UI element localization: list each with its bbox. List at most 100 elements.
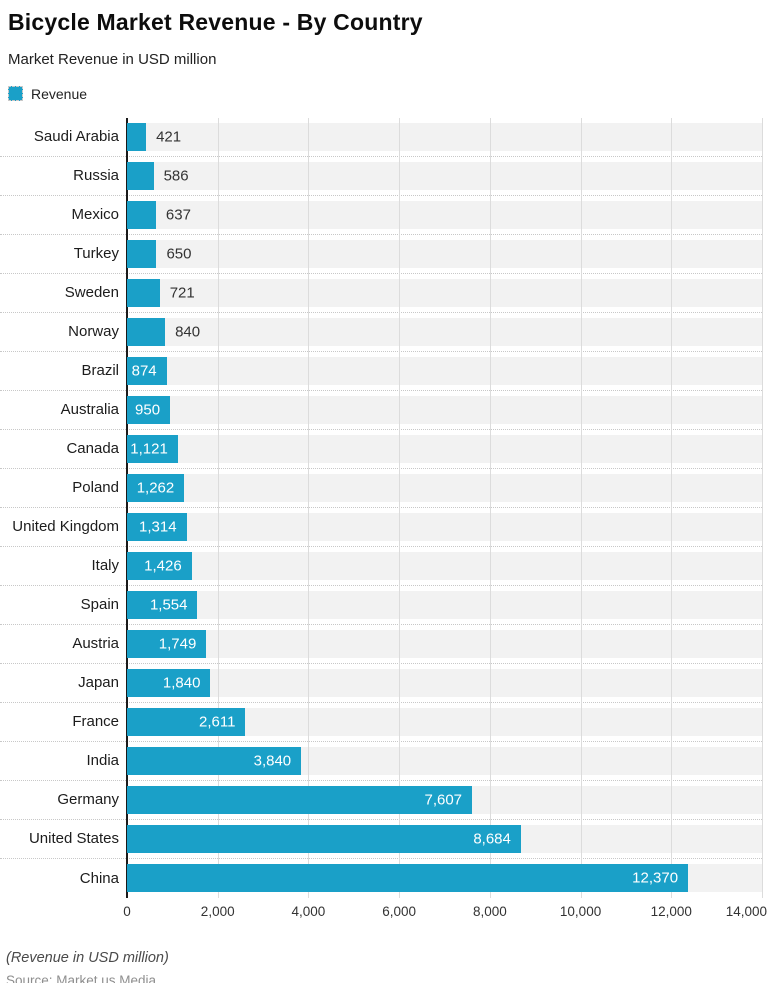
x-axis: 0 2,000 4,000 6,000 8,000 10,000 12,000 14,000 [123, 898, 767, 924]
bar-track: 2,611 [127, 707, 762, 736]
bar-value-label: 1,840 [162, 674, 201, 692]
bar-value-label: 1,121 [130, 440, 168, 458]
bar-value-label: 586 [163, 167, 189, 185]
chart-row: Italy 1,426 [0, 547, 762, 586]
bar-value-label: 950 [135, 401, 161, 419]
x-tick-label: 0 [123, 903, 131, 919]
chart-footer: (Revenue in USD million) Source: Market.… [0, 950, 768, 983]
revenue-bar [127, 668, 211, 697]
category-label: Poland [72, 479, 119, 497]
bar-track: 874 [127, 356, 762, 385]
bar-track: 1,554 [127, 590, 762, 619]
bar-track: 1,426 [127, 551, 762, 580]
revenue-bar [127, 707, 246, 736]
gridline [762, 117, 763, 898]
chart-rows: Saudi Arabia 421 Russia 586 Mexico 637 T… [0, 117, 768, 898]
revenue-bar [127, 356, 167, 385]
bar-track: 8,684 [127, 824, 762, 853]
revenue-bar [127, 161, 154, 190]
x-tick-label: 8,000 [472, 903, 507, 919]
chart-row: India 3,840 [0, 742, 762, 781]
x-tick-label: 2,000 [200, 903, 235, 919]
chart-row: Brazil 874 [0, 352, 762, 391]
category-label: Australia [60, 401, 119, 419]
revenue-bar [127, 785, 473, 814]
chart-row: Mexico 637 [0, 196, 762, 235]
revenue-bar [127, 278, 160, 307]
chart-row: Saudi Arabia 421 [0, 118, 762, 157]
bar-value-label: 3,840 [253, 752, 292, 770]
revenue-bar [127, 512, 187, 541]
chart-row: Sweden 721 [0, 274, 762, 313]
category-label: Italy [91, 557, 119, 575]
category-label: India [86, 752, 119, 770]
chart-row: Germany 7,607 [0, 781, 762, 820]
footer-note: (Revenue in USD million) [6, 949, 169, 966]
chart-row: China 12,370 [0, 859, 762, 898]
revenue-bar [127, 551, 192, 580]
bar-track: 1,262 [127, 473, 762, 502]
bar-track: 7,607 [127, 785, 762, 814]
category-label: Canada [66, 440, 119, 458]
chart-row: Austria 1,749 [0, 625, 762, 664]
bar-value-label: 650 [166, 245, 192, 263]
bar-value-label: 874 [131, 362, 157, 380]
bar-track: 950 [127, 395, 762, 424]
source-text: Source: Market.us Media [6, 972, 157, 983]
bar-track: 3,840 [127, 746, 762, 775]
category-label: Saudi Arabia [33, 128, 119, 146]
bar-value-label: 2,611 [198, 713, 236, 731]
chart-row: Canada 1,121 [0, 430, 762, 469]
x-tick-label: 10,000 [559, 903, 602, 919]
revenue-bar [127, 473, 185, 502]
category-label: United States [28, 830, 119, 848]
x-tick-label: 12,000 [650, 903, 692, 919]
bar-track: 421 [127, 122, 762, 151]
chart-row: Norway 840 [0, 313, 762, 352]
x-tick-label: 6,000 [382, 903, 417, 919]
chart-row: France 2,611 [0, 703, 762, 742]
bar-track: 1,314 [127, 512, 762, 541]
category-label: Russia [73, 167, 119, 185]
bar-track: 637 [127, 200, 762, 229]
bar-track: 650 [127, 239, 762, 268]
revenue-bar [127, 200, 156, 229]
chart-row: Turkey 650 [0, 235, 762, 274]
bar-track: 1,121 [127, 434, 762, 463]
legend: Revenue [8, 86, 758, 102]
chart-row: Russia 586 [0, 157, 762, 196]
chart-row: Australia 950 [0, 391, 762, 430]
revenue-bar [127, 824, 521, 853]
chart-row: United Kingdom 1,314 [0, 508, 762, 547]
bar-track: 586 [127, 161, 762, 190]
category-label: Mexico [71, 206, 119, 224]
category-label: Turkey [73, 245, 119, 263]
revenue-bar [127, 746, 302, 775]
revenue-bar [127, 434, 178, 463]
bar-chart: Saudi Arabia 421 Russia 586 Mexico 637 T… [0, 117, 768, 924]
bar-value-label: 840 [175, 323, 201, 341]
category-label: Norway [68, 323, 119, 341]
bar-value-label: 1,262 [136, 479, 175, 497]
bar-track: 1,840 [127, 668, 762, 697]
category-label: Japan [78, 674, 119, 692]
legend-swatch-icon [8, 86, 23, 102]
chart-row: Japan 1,840 [0, 664, 762, 703]
chart-row: United States 8,684 [0, 820, 762, 859]
category-label: Sweden [64, 284, 119, 302]
bar-value-label: 12,370 [632, 869, 679, 887]
bar-value-label: 7,607 [424, 791, 463, 809]
category-label: France [72, 713, 119, 731]
bar-value-label: 8,684 [473, 830, 511, 848]
bar-value-label: 1,554 [149, 596, 188, 614]
x-tick-label: 14,000 [725, 903, 767, 919]
x-tick-label: 4,000 [291, 903, 326, 919]
chart-row: Spain 1,554 [0, 586, 762, 625]
chart-subtitle: Market Revenue in USD million [8, 50, 217, 68]
category-label: China [79, 869, 119, 887]
category-label: United Kingdom [12, 518, 119, 536]
bar-value-label: 721 [169, 284, 195, 302]
revenue-bar [127, 122, 147, 151]
revenue-bar [127, 590, 198, 619]
